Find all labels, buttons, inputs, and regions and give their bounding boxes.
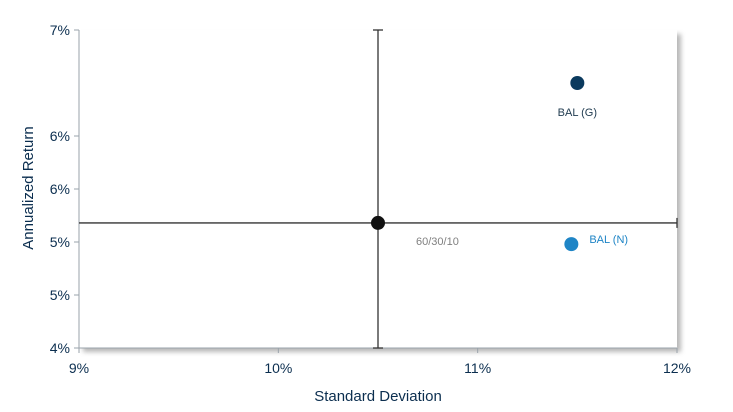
y-tick-label: 5% — [50, 287, 70, 303]
y-tick-label: 7% — [50, 22, 70, 38]
x-tick-label: 9% — [69, 360, 89, 376]
x-tick-label: 12% — [663, 360, 691, 376]
y-tick-label: 5% — [50, 234, 70, 250]
y-axis-ticks: 4% 5% 5% 6% 6% 7% — [50, 22, 79, 356]
data-label: 60/30/10 — [416, 236, 459, 248]
data-point — [570, 76, 585, 90]
data-points — [371, 76, 585, 252]
y-tick-label: 6% — [50, 128, 70, 144]
data-labels: 60/30/10 BAL (G) BAL (N) — [416, 107, 628, 248]
y-axis-title: Annualized Return — [20, 126, 37, 249]
y-tick-label: 4% — [50, 340, 70, 356]
data-point — [564, 237, 579, 252]
data-label: BAL (G) — [558, 107, 597, 119]
y-tick-label: 6% — [50, 181, 70, 197]
x-tick-label: 10% — [264, 360, 292, 376]
x-axis-ticks: 9% 10% 11% 12% — [69, 348, 691, 376]
x-axis-title: Standard Deviation — [314, 388, 442, 405]
data-label: BAL (N) — [589, 234, 628, 246]
data-point — [371, 215, 385, 230]
x-tick-label: 11% — [464, 360, 491, 376]
